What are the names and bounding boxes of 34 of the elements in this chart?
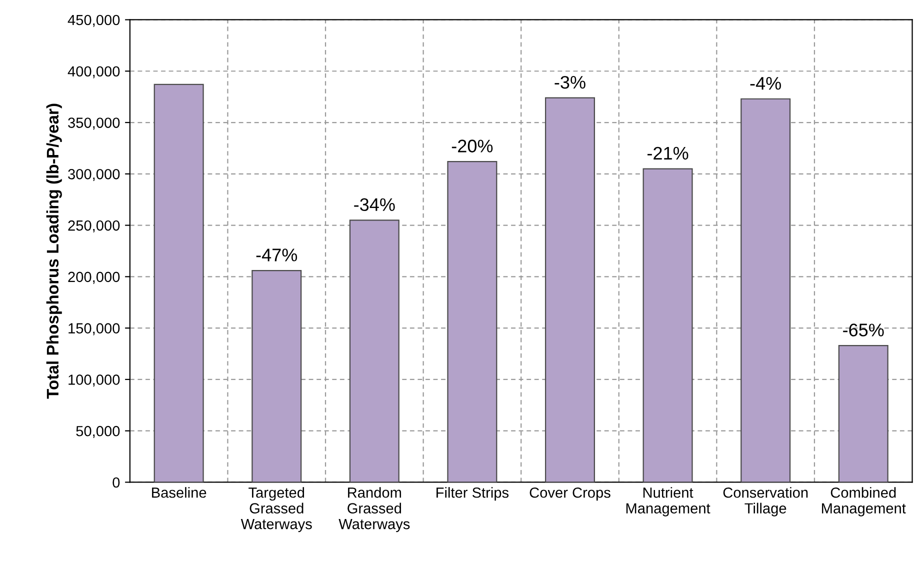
annotation: -20% [452, 140, 493, 152]
bar [740, 98, 791, 482]
y-tick-label: 450,000 [68, 14, 120, 27]
y-tick-label: 0 [112, 477, 120, 488]
y-axis-title: Total Phosphorus Loading (lb-P/year) [46, 104, 62, 399]
y-tick-label: 50,000 [76, 426, 120, 438]
x-tick-label: Filter Strips [436, 487, 509, 501]
bar [154, 84, 204, 482]
annotation: -47% [256, 248, 298, 262]
bar [642, 168, 693, 482]
bar [544, 97, 595, 482]
bar [349, 220, 400, 482]
bar [447, 161, 498, 482]
x-tick-label: Cover Crops [530, 487, 610, 501]
bar [252, 270, 302, 482]
annotation: -34% [354, 198, 395, 212]
y-tick-label: 100,000 [68, 374, 120, 387]
bar [838, 344, 888, 482]
x-tick-label: Combined Management [822, 487, 906, 516]
x-tick-label: Targeted Grassed Waterways [240, 487, 312, 532]
y-tick-label: 350,000 [68, 118, 120, 130]
x-tick-label: Nutrient Management [626, 487, 710, 516]
annotation: -3% [554, 76, 586, 89]
annotation: -65% [843, 324, 884, 336]
x-tick-label: Baseline [152, 487, 206, 498]
y-tick-label: 250,000 [68, 220, 120, 232]
x-tick-label: Random Grassed Waterways [338, 487, 410, 532]
annotation: -4% [750, 77, 781, 90]
y-tick-label: 300,000 [68, 169, 120, 182]
annotation: -21% [648, 146, 688, 160]
x-tick-label: Conservation Tillage [723, 487, 808, 516]
y-tick-label: 400,000 [68, 66, 120, 78]
y-tick-label: 200,000 [68, 272, 120, 284]
y-tick-label: 150,000 [68, 323, 120, 336]
